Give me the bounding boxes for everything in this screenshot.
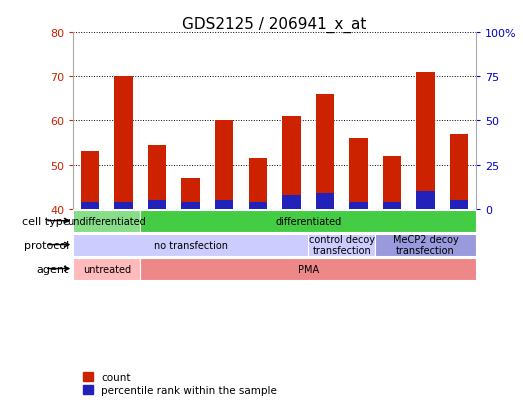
FancyBboxPatch shape: [73, 234, 308, 256]
Bar: [215, 200, 233, 209]
Bar: [248, 202, 267, 209]
FancyBboxPatch shape: [73, 258, 140, 280]
Text: differentiated: differentiated: [275, 216, 342, 226]
Title: GDS2125 / 206941_x_at: GDS2125 / 206941_x_at: [183, 17, 367, 33]
Bar: [316, 194, 334, 209]
Text: untreated: untreated: [83, 264, 131, 274]
Bar: [248, 159, 267, 209]
Bar: [349, 202, 368, 209]
Text: agent: agent: [37, 264, 69, 274]
Bar: [450, 134, 469, 209]
Text: MeCP2 decoy
transfection: MeCP2 decoy transfection: [393, 234, 459, 256]
Bar: [215, 121, 233, 209]
Bar: [181, 178, 200, 209]
Text: cell type: cell type: [21, 216, 69, 226]
Bar: [349, 139, 368, 209]
Legend: count, percentile rank within the sample: count, percentile rank within the sample: [78, 368, 281, 399]
Bar: [115, 202, 133, 209]
Text: undifferentiated: undifferentiated: [67, 216, 146, 226]
Text: protocol: protocol: [24, 240, 69, 250]
Bar: [282, 196, 301, 209]
Bar: [148, 200, 166, 209]
Bar: [450, 200, 469, 209]
Bar: [81, 152, 99, 209]
FancyBboxPatch shape: [375, 234, 476, 256]
Text: no transfection: no transfection: [154, 240, 228, 250]
Bar: [316, 95, 334, 209]
FancyBboxPatch shape: [308, 234, 375, 256]
FancyBboxPatch shape: [140, 210, 476, 232]
FancyBboxPatch shape: [140, 258, 476, 280]
Text: control decoy
transfection: control decoy transfection: [309, 234, 374, 256]
FancyBboxPatch shape: [73, 210, 140, 232]
Bar: [282, 117, 301, 209]
Bar: [383, 156, 401, 209]
Text: PMA: PMA: [298, 264, 319, 274]
Bar: [181, 202, 200, 209]
Bar: [416, 192, 435, 209]
Bar: [81, 202, 99, 209]
Bar: [148, 145, 166, 209]
Bar: [115, 77, 133, 209]
Bar: [416, 73, 435, 209]
Bar: [383, 202, 401, 209]
